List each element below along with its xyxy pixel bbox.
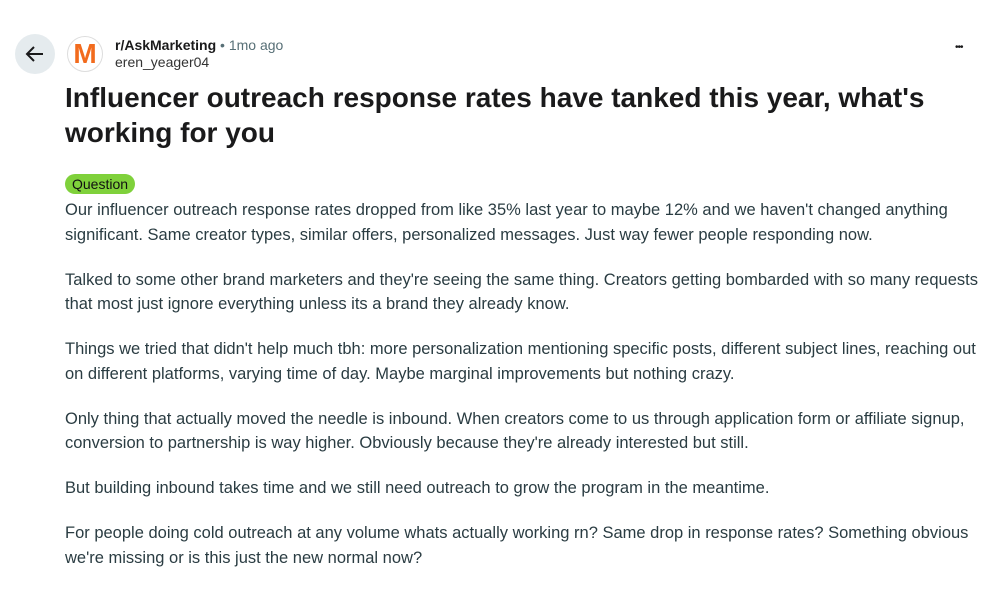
post-title: Influencer outreach response rates have … [65,82,925,148]
subreddit-avatar[interactable]: M [67,36,103,72]
back-arrow-icon [25,46,43,62]
subreddit-link[interactable]: r/AskMarketing [115,37,217,53]
paragraph: Talked to some other brand marketers and… [65,270,978,314]
post-body: Our influencer outreach response rates d… [65,198,981,591]
post-time: 1mo ago [228,37,284,53]
separator: • [220,37,225,53]
author-link[interactable]: eren_yeager04 [115,54,210,70]
post-flair[interactable]: Question [65,174,136,194]
back-button[interactable] [15,34,55,74]
paragraph: Only thing that actually moved the needl… [65,409,965,453]
paragraph: Things we tried that didn't help much tb… [65,340,976,383]
overflow-menu[interactable]: ••• [955,42,963,53]
paragraph: Our influencer outreach response rates d… [65,201,948,244]
post-meta: r/AskMarketing • 1mo ago eren_yeager04 [115,37,283,71]
paragraph: But building inbound takes time and we s… [65,479,770,497]
paragraph: For people doing cold outreach at any vo… [65,524,969,567]
